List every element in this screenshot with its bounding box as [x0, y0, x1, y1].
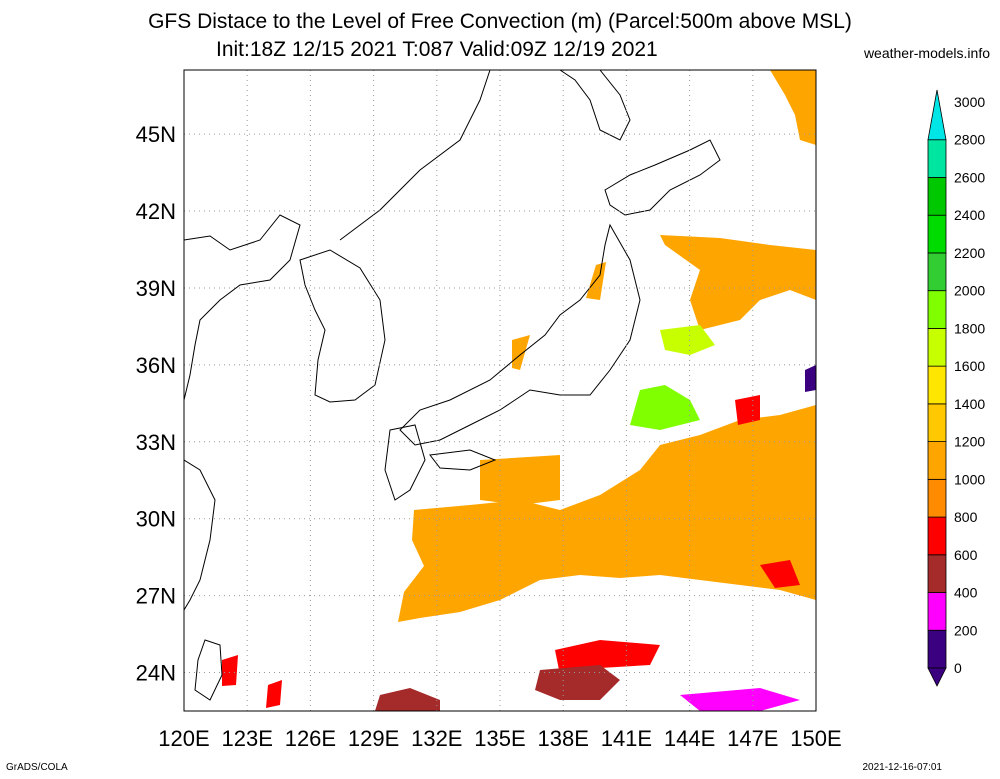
coastline-sakhalin — [559, 70, 631, 141]
lon-tick-label: 120E — [158, 726, 209, 751]
legend-swatch — [927, 89, 947, 141]
legend-tick-label: 600 — [954, 547, 978, 563]
lat-tick-label: 33N — [136, 430, 176, 455]
lon-axis-labels: 120E 123E 126E 129E 132E 135E 138E 141E 144E 147E… — [158, 726, 841, 751]
lon-tick-label: 144E — [664, 726, 715, 751]
lfc-region-orange-north — [770, 70, 816, 145]
legend-swatch — [927, 516, 947, 556]
legend-swatch — [927, 441, 947, 480]
title-line-1: GFS Distace to the Level of Free Convect… — [148, 10, 852, 33]
lat-tick-label: 45N — [136, 122, 176, 147]
legend-tick-label: 0 — [954, 660, 962, 676]
lfc-region-red-south — [555, 640, 660, 675]
legend-tick-label: 1600 — [954, 358, 985, 374]
legend-swatch — [927, 554, 947, 593]
lfc-region-orange-main — [398, 405, 816, 622]
lat-tick-label: 39N — [136, 276, 176, 301]
lat-tick-label: 42N — [136, 199, 176, 224]
legend-tick-label: 2000 — [954, 283, 985, 299]
legend-swatch — [927, 478, 947, 518]
coastline-hokkaido — [604, 139, 721, 216]
lfc-region-brown-west — [375, 688, 440, 711]
coastline-korea — [299, 249, 386, 403]
lfc-region-red-sw-2 — [266, 680, 282, 708]
legend-swatch — [927, 629, 947, 669]
legend-tick-label: 2600 — [954, 169, 985, 185]
coastline-china-south — [184, 459, 216, 611]
lon-tick-label: 141E — [601, 726, 652, 751]
legend-swatch — [927, 139, 947, 178]
legend-tick-label: 2400 — [954, 207, 985, 223]
lfc-region-red-east — [760, 560, 800, 588]
lon-tick-label: 147E — [727, 726, 778, 751]
legend-swatch — [927, 327, 947, 367]
color-legend: 0 200 400 600 800 1000 1200 1400 1600 1800 2000 220… — [927, 89, 985, 687]
lon-tick-label: 126E — [285, 726, 336, 751]
lfc-region-green-1 — [630, 385, 700, 430]
coastline-asia-mainland — [184, 214, 301, 401]
map-frame — [183, 69, 817, 712]
lon-tick-label: 150E — [790, 726, 841, 751]
lon-tick-label: 138E — [538, 726, 589, 751]
lfc-region-orange-south — [480, 455, 560, 505]
lon-tick-label: 129E — [348, 726, 399, 751]
legend-tick-label: 800 — [954, 509, 978, 525]
legend-tick-label: 1400 — [954, 396, 985, 412]
lat-tick-label: 27N — [136, 584, 176, 609]
legend-swatch — [927, 290, 947, 329]
lon-tick-label: 135E — [474, 726, 525, 751]
legend-swatch — [927, 214, 947, 254]
legend-tick-label: 1800 — [954, 320, 985, 336]
lat-tick-label: 24N — [136, 661, 176, 686]
legend-swatch — [927, 365, 947, 405]
lfc-region-red-ne — [735, 395, 760, 425]
lat-tick-label: 30N — [136, 507, 176, 532]
lfc-region-brown-south — [535, 665, 620, 700]
legend-swatch-low-arrow — [927, 667, 947, 687]
legend-tick-label: 2200 — [954, 245, 985, 261]
lfc-field — [222, 70, 816, 711]
coastlines — [184, 70, 721, 701]
lon-tick-label: 132E — [411, 726, 462, 751]
legend-tick-label: 1000 — [954, 471, 985, 487]
legend-tick-label: 200 — [954, 622, 978, 638]
lfc-region-orange-japan — [512, 335, 530, 370]
title-line-2: Init:18Z 12/15 2021 T:087 Valid:09Z 12/1… — [216, 38, 658, 61]
legend-swatch — [927, 592, 947, 631]
lfc-region-orange-northeast — [660, 235, 816, 330]
footer-timestamp: 2021-12-16-07:01 — [862, 762, 942, 773]
gridlines — [184, 70, 816, 711]
coastline-honshu — [399, 223, 641, 446]
site-credit: weather-models.info — [863, 45, 990, 61]
coastline-shikoku — [429, 449, 497, 471]
lfc-region-red-sw — [222, 655, 238, 686]
lon-tick-label: 123E — [222, 726, 273, 751]
lfc-region-magenta-south — [680, 688, 800, 711]
legend-tick-label: 1200 — [954, 434, 985, 450]
lat-tick-label: 36N — [136, 353, 176, 378]
legend-tick-label: 400 — [954, 585, 978, 601]
coastline-kyushu — [384, 424, 426, 501]
lfc-region-purple-ne — [805, 365, 816, 392]
legend-tick-label: 3000 — [954, 94, 985, 110]
lat-axis-labels: 24N 27N 30N 33N 36N 39N 42N 45N — [136, 122, 176, 685]
lfc-region-green-2 — [660, 325, 715, 355]
legend-swatch — [927, 403, 947, 443]
legend-swatch — [927, 177, 947, 216]
legend-tick-label: 2800 — [954, 132, 985, 148]
legend-swatch — [927, 252, 947, 292]
coastline-taiwan — [194, 639, 223, 701]
footer-credit: GrADS/COLA — [6, 762, 68, 773]
